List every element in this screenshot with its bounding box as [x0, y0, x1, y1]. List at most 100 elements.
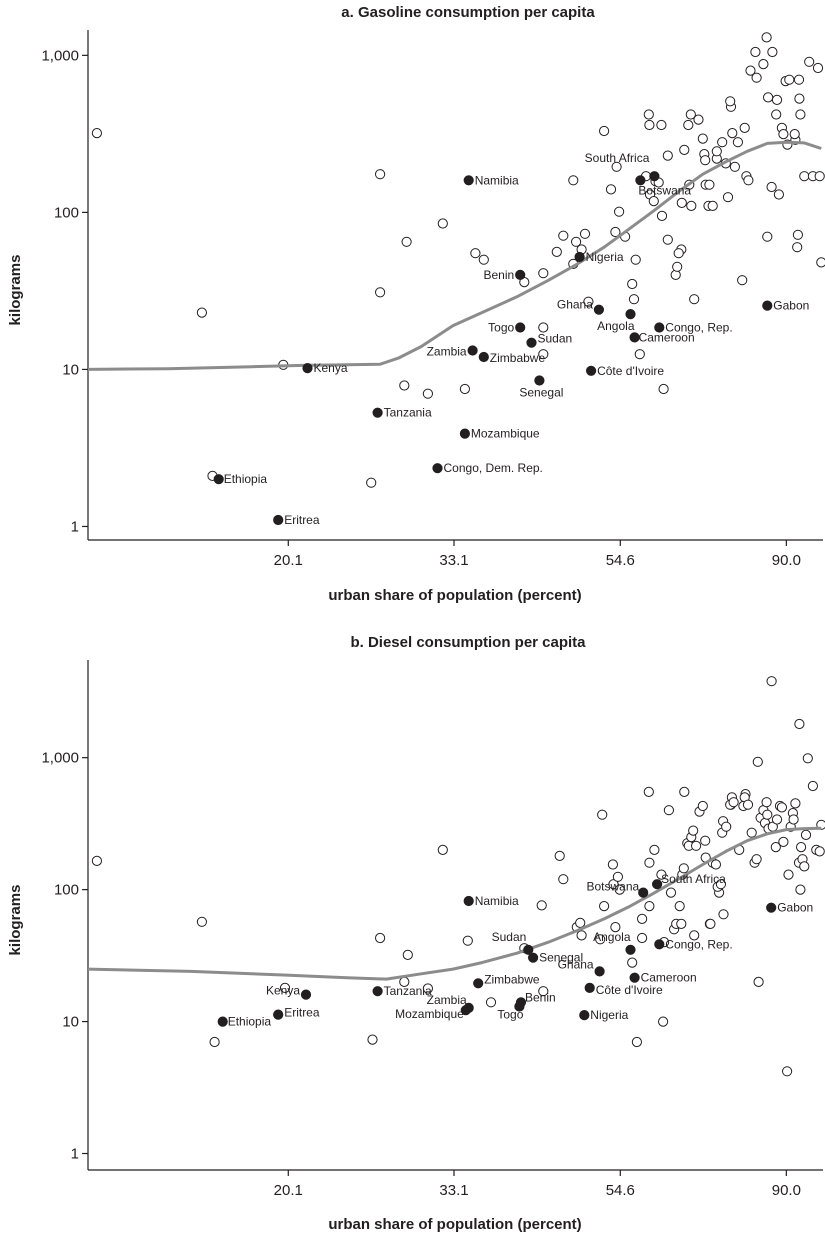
- diesel-country-point: [584, 982, 595, 994]
- diesel-country-label: Cameroon: [641, 971, 697, 985]
- gasoline-country-label: Nigeria: [586, 250, 624, 264]
- gasoline-data-point: [366, 477, 377, 488]
- gasoline-x-tick-label: 20.1: [274, 552, 303, 569]
- gasoline-country-label: Senegal: [519, 386, 563, 400]
- diesel-data-point: [751, 854, 762, 865]
- diesel-country-label: Mozambique: [395, 1007, 464, 1021]
- gasoline-data-point: [778, 129, 789, 140]
- diesel-data-point: [375, 932, 386, 944]
- gasoline-data-point: [470, 248, 481, 259]
- gasoline-data-point: [422, 388, 433, 399]
- diesel-data-point: [721, 821, 732, 832]
- diesel-data-point: [761, 797, 772, 808]
- diesel-country-point: [473, 978, 484, 989]
- gasoline-data-point: [794, 93, 805, 104]
- diesel-data-point: [637, 932, 648, 944]
- gasoline-data-point: [558, 230, 569, 241]
- diesel-data-point: [485, 997, 497, 1008]
- gasoline-country-point: [273, 514, 284, 526]
- diesel-country-point: [273, 1009, 284, 1020]
- gasoline-country-label: Cameroon: [639, 330, 695, 344]
- gasoline-y-tick-label: 100: [54, 204, 79, 221]
- diesel-country-label: Ghana: [558, 957, 594, 971]
- gasoline-country-label: Côte d'Ivoire: [597, 364, 664, 378]
- gasoline-data-point: [571, 236, 582, 247]
- gasoline-data-point: [789, 129, 800, 140]
- gasoline-country-label: Tanzania: [384, 406, 432, 420]
- gasoline-data-point: [804, 56, 815, 67]
- gasoline-country-label: Ethiopia: [224, 472, 268, 486]
- gasoline-chart-title: a. Gasoline consumption per capita: [341, 4, 595, 21]
- diesel-data-point: [597, 809, 608, 820]
- gasoline-data-point: [762, 231, 773, 242]
- gasoline-country-point: [625, 309, 636, 320]
- diesel-trend-line: [87, 826, 822, 981]
- diesel-country-label: Togo: [497, 1008, 523, 1022]
- diesel-country-point: [372, 986, 383, 997]
- diesel-country-point: [638, 887, 649, 898]
- diesel-data-point: [649, 844, 660, 856]
- diesel-data-point: [782, 1066, 793, 1077]
- gasoline-data-point: [676, 197, 687, 208]
- gasoline-data-point: [745, 65, 756, 76]
- diesel-data-point: [776, 802, 788, 813]
- diesel-data-point: [631, 1036, 643, 1048]
- diesel-country-point: [625, 944, 636, 955]
- gasoline-data-point: [551, 246, 562, 257]
- diesel-data-point: [718, 909, 729, 920]
- diesel-data-point: [402, 949, 413, 961]
- gasoline-data-point: [727, 128, 738, 139]
- gasoline-data-point: [437, 218, 448, 229]
- diesel-y-tick-label: 1,000: [41, 750, 79, 767]
- gasoline-data-point: [766, 181, 777, 193]
- diesel-data-point: [710, 859, 722, 870]
- diesel-data-point: [644, 857, 655, 868]
- diesel-country-label: Nigeria: [590, 1008, 628, 1022]
- diesel-country-label: Angola: [593, 930, 631, 944]
- diesel-data-point: [807, 780, 819, 792]
- diesel-data-point: [700, 835, 711, 846]
- gasoline-data-point: [478, 254, 489, 265]
- gasoline-country-point: [526, 337, 537, 348]
- diesel-data-point: [715, 879, 727, 890]
- diesel-data-point: [644, 901, 655, 912]
- diesel-data-point: [689, 930, 700, 941]
- gasoline-country-point: [467, 345, 478, 356]
- gasoline-data-point: [707, 200, 718, 211]
- diesel-data-point: [437, 844, 448, 856]
- gasoline-country-label: Zambia: [427, 345, 467, 359]
- gasoline-data-point: [610, 226, 621, 238]
- gasoline-data-point: [644, 119, 655, 131]
- diesel-data-point: [790, 798, 801, 809]
- gasoline-country-label: Zimbabwe: [490, 351, 546, 365]
- diesel-data-point: [656, 869, 667, 880]
- gasoline-data-point: [717, 137, 728, 148]
- gasoline-data-point: [538, 322, 549, 333]
- gasoline-country-label: Botswana: [638, 183, 691, 197]
- diesel-country-label: Kenya: [266, 984, 300, 998]
- diesel-data-point: [770, 842, 781, 853]
- diesel-data-point: [753, 976, 764, 988]
- diesel-data-point: [607, 859, 619, 870]
- gasoline-y-tick-label: 10: [62, 361, 79, 378]
- gasoline-data-point: [812, 62, 824, 74]
- diesel-data-point: [637, 913, 648, 925]
- gasoline-data-point: [611, 161, 622, 172]
- diesel-country-label: Senegal: [539, 951, 583, 965]
- diesel-country-label: Tanzania: [384, 984, 432, 998]
- diesel-y-axis-label: kilograms: [7, 885, 24, 956]
- gasoline-country-point: [302, 363, 313, 374]
- diesel-country-point: [629, 972, 640, 983]
- diesel-country-label: Zimbabwe: [484, 972, 540, 986]
- diesel-chart-title: b. Diesel consumption per capita: [350, 634, 586, 651]
- diesel-y-tick-label: 1: [71, 1146, 79, 1163]
- gasoline-country-point: [593, 304, 605, 315]
- gasoline-country-label: Kenya: [314, 361, 348, 375]
- gasoline-country-point: [432, 463, 443, 474]
- gasoline-data-point: [375, 169, 386, 180]
- gasoline-data-point: [767, 46, 778, 58]
- gasoline-data-point: [816, 257, 825, 268]
- gasoline-data-point: [459, 383, 470, 395]
- gasoline-data-point: [670, 269, 681, 280]
